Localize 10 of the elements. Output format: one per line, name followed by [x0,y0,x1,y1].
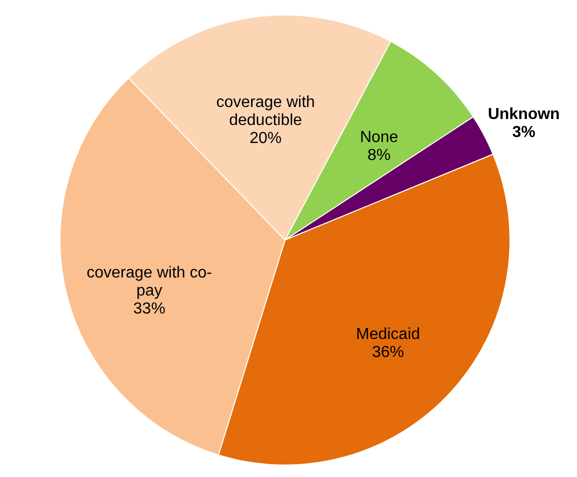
slice-label: Unknown [488,106,560,124]
data-label: 33% [133,300,166,318]
slice-label: Medicaid [356,326,420,344]
data-label: 20% [250,130,282,147]
data-label: 8% [368,146,391,164]
data-label: 3% [512,124,536,142]
slice-label: coverage with deductible [216,94,315,129]
slice-label: coverage with co-pay [86,264,212,300]
data-label: 36% [372,344,404,362]
slice-label: None [360,128,398,146]
